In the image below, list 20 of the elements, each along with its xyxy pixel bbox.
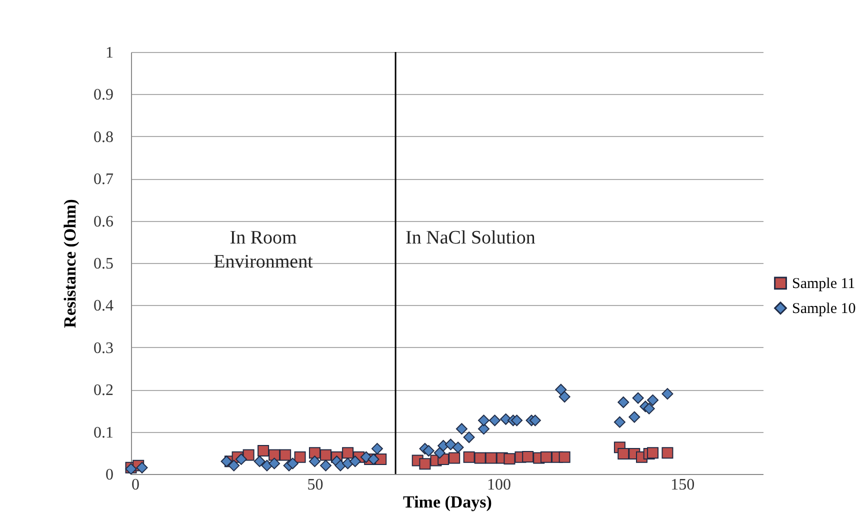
y-tick-label: 0.1 bbox=[94, 424, 114, 442]
y-tick-label: 0.5 bbox=[94, 256, 114, 272]
x-axis-title: Time (Days) bbox=[403, 492, 492, 512]
x-tick-label: 100 bbox=[486, 476, 511, 494]
legend-label: Sample 11 bbox=[792, 276, 856, 292]
y-tick-label: 0.8 bbox=[94, 128, 114, 146]
y-tick-label: 0.3 bbox=[94, 340, 114, 357]
legend-label: Sample 10 bbox=[792, 301, 856, 318]
y-tick-label: 1 bbox=[106, 44, 114, 62]
y-tick-label: 0.6 bbox=[94, 213, 114, 230]
y-tick-label: 0.7 bbox=[94, 171, 114, 188]
annotation: In Room Environment bbox=[214, 228, 314, 273]
annotation: In NaCl Solution bbox=[406, 228, 536, 249]
y-tick-label: 0.2 bbox=[94, 382, 114, 400]
y-axis-title: Resistance (Ohm) bbox=[60, 199, 80, 328]
x-tick-label: 50 bbox=[307, 476, 324, 494]
x-tick-label: 0 bbox=[132, 476, 140, 494]
y-tick-label: 0.9 bbox=[94, 86, 114, 104]
x-tick-label: 150 bbox=[670, 476, 695, 494]
y-tick-label: 0.4 bbox=[94, 298, 114, 315]
